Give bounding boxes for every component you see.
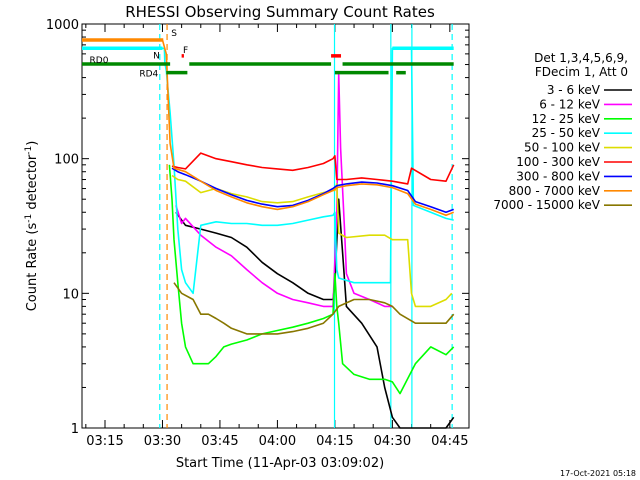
x-tick-label: 03:45 — [201, 434, 238, 449]
flag-label-s: S — [171, 29, 177, 39]
flag-label-f: F — [183, 46, 188, 56]
legend-label-4: 25 - 50 keV — [532, 126, 601, 140]
series-line-4 — [82, 47, 454, 295]
series-layer — [82, 39, 455, 429]
x-tick-label: 04:00 — [259, 434, 296, 449]
legend-label-7: 300 - 800 keV — [516, 169, 600, 183]
axis-ticks: 1 10 100 1000 03:15 03:30 03:45 04:00 04:15 04:30… — [46, 18, 470, 449]
series-line-8 — [82, 39, 454, 217]
series-line-6 — [171, 152, 455, 185]
y-tick-label: 1000 — [46, 18, 79, 33]
series-line-7 — [171, 167, 454, 214]
reference-lines — [159, 24, 453, 428]
y-tick-label: 1 — [71, 422, 79, 437]
legend-label-6: 100 - 300 keV — [516, 155, 600, 169]
y-axis-label: Count Rate (s-1 detector-1) — [24, 141, 40, 312]
legend-label-2: 6 - 12 keV — [539, 97, 601, 111]
legend-label-3: 12 - 25 keV — [532, 112, 601, 126]
x-axis-label: Start Time (11-Apr-03 03:09:02) — [176, 456, 384, 471]
legend-header-2: FDecim 1, Att 0 — [535, 65, 628, 79]
x-tick-label: 04:45 — [431, 434, 468, 449]
plot-frame — [81, 23, 470, 429]
flag-label-rd4: RD4 — [139, 70, 158, 80]
x-tick-label: 04:15 — [316, 434, 353, 449]
series-line-9 — [173, 282, 455, 335]
legend-header-1: Det 1,3,4,5,6,9, — [534, 51, 628, 65]
legend-label-8: 800 - 7000 keV — [509, 184, 601, 198]
legend: Det 1,3,4,5,6,9, FDecim 1, Att 0 3 - 6 k… — [493, 51, 632, 212]
legend-label-9: 7000 - 15000 keV — [493, 198, 600, 212]
x-tick-label: 04:30 — [374, 434, 411, 449]
y-axis-label-sup-1: -1 — [24, 214, 34, 223]
y-tick-label: 10 — [62, 287, 79, 302]
flag-label-rd0: RD0 — [90, 56, 109, 66]
flag-bars: S N F RD0 RD4 — [82, 29, 454, 80]
y-axis-label-sup-2: -1 — [24, 146, 34, 155]
flag-label-n: N — [153, 51, 160, 61]
series-line-3 — [168, 164, 455, 395]
series-line-5 — [171, 174, 453, 308]
series-line-2 — [175, 72, 393, 308]
legend-label-5: 50 - 100 keV — [524, 141, 601, 155]
y-tick-label: 100 — [54, 153, 79, 168]
timestamp: 17-Oct-2021 05:18 — [560, 469, 636, 478]
x-tick-label: 03:30 — [144, 434, 181, 449]
x-tick-label: 03:15 — [86, 434, 123, 449]
legend-label-1: 3 - 6 keV — [547, 83, 601, 97]
chart-title: RHESSI Observing Summary Count Rates — [125, 3, 435, 21]
